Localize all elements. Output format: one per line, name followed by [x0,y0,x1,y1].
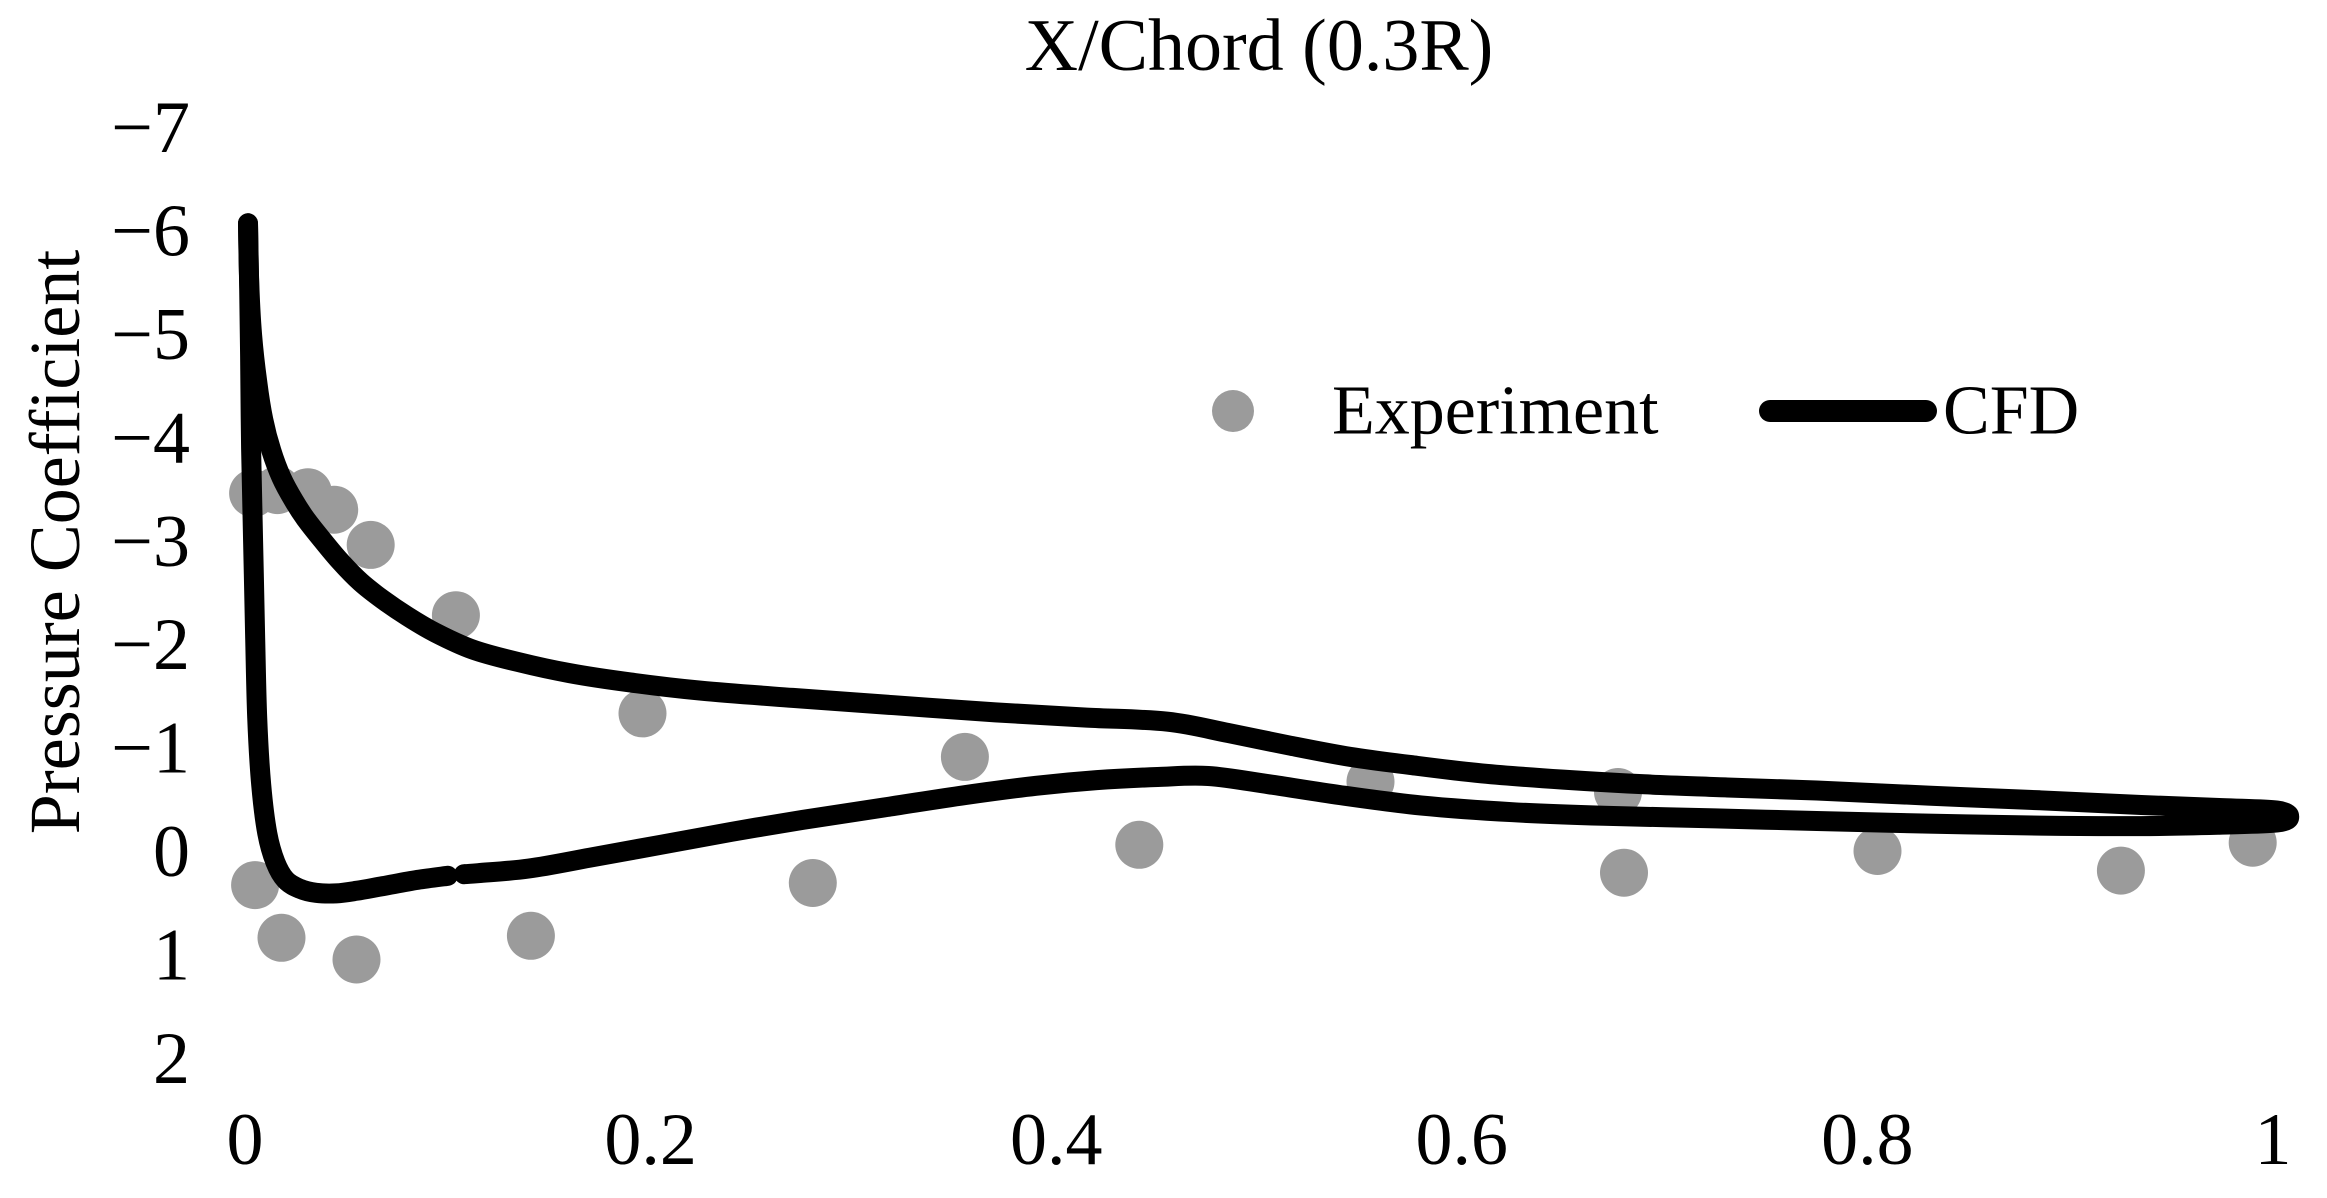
experiment-point [1600,848,1648,897]
y-tick-label: −1 [111,708,190,790]
x-tick-label: 0.4 [1010,1099,1103,1181]
x-tick-label: 0.8 [1821,1099,1914,1181]
cfd-series [238,213,2300,904]
y-tick-label: 0 [153,811,190,893]
y-tick-label: −4 [111,397,190,479]
legend-experiment-marker-icon [1212,390,1254,432]
experiment-point [940,732,989,781]
experiment-point [506,911,555,960]
experiment-series [229,466,2277,984]
y-tick-label: 1 [153,914,190,996]
experiment-point [231,861,280,910]
x-tick-label: 1 [2255,1099,2292,1181]
experiment-point [1115,820,1164,869]
experiment-point [1853,827,1902,875]
experiment-point [257,913,306,962]
y-tick-label: −6 [111,191,190,273]
x-tick-label: 0.2 [604,1099,697,1181]
experiment-point [332,935,381,984]
experiment-point [788,859,837,907]
y-tick-label: −3 [111,501,190,583]
y-axis-title: Pressure Coefficient [15,250,95,835]
x-tick-label: 0.6 [1416,1099,1509,1181]
y-tick-label: −2 [111,604,190,686]
experiment-point [346,520,395,569]
cfd-curve-upper-loop [238,213,2300,885]
legend-cfd-label: CFD [1943,373,2079,450]
legend: Experiment CFD [1212,373,2079,450]
cfd-curve-lower-leading-edge [238,213,458,904]
experiment-point [310,485,359,534]
y-tick-label: −5 [111,294,190,376]
experiment-point [2096,846,2145,895]
y-tick-label: 2 [153,1018,190,1100]
chart-title: X/Chord (0.3R) [1025,5,1494,87]
y-tick-label: −7 [111,87,190,169]
x-tick-label: 0 [227,1099,264,1181]
legend-experiment-label: Experiment [1332,373,1659,450]
experiment-point [618,689,667,738]
